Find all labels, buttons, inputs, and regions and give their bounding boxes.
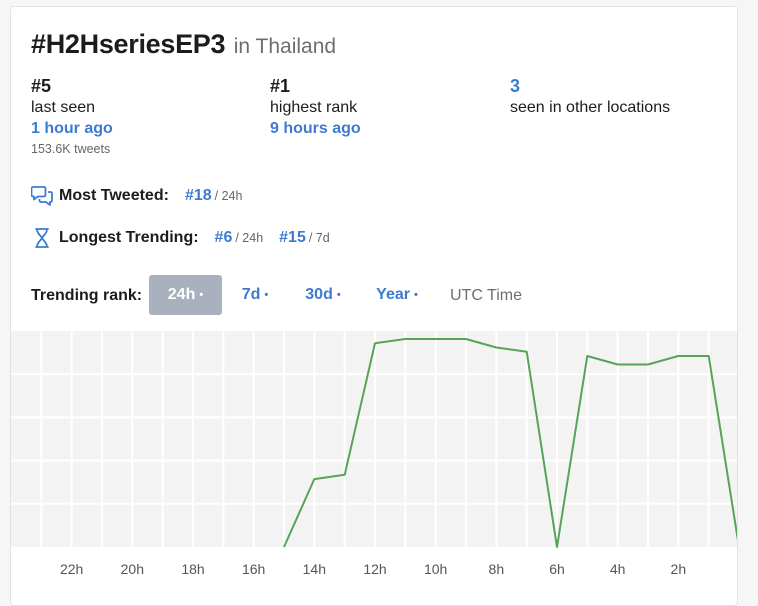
x-tick-label: 18h	[181, 561, 204, 577]
longest-trending-label: Longest Trending:	[59, 229, 199, 246]
page-title: #H2HseriesEP3 in Thailand	[31, 29, 336, 60]
tweet-count: 153.6K tweets	[31, 142, 111, 156]
longest-trending-24h-rank-link[interactable]: #6	[214, 229, 233, 246]
tab-year[interactable]: Year •	[364, 275, 430, 315]
longest-trending-row: Longest Trending: #6 / 24h #15 / 7d	[31, 227, 346, 249]
tab-30d-dot: •	[336, 289, 341, 301]
x-tick-label: 6h	[549, 561, 565, 577]
tab-24h-dot: •	[199, 289, 204, 301]
hourglass-icon	[35, 228, 49, 248]
stat-other-locations[interactable]: 3 seen in other locations	[510, 77, 670, 121]
tab-7d-label: 7d	[241, 286, 261, 303]
x-tick-label: 2h	[671, 561, 687, 577]
chat-bubbles-icon	[31, 186, 53, 206]
highest-rank-ago-link[interactable]: 9 hours ago	[270, 120, 361, 137]
last-seen-label: last seen	[31, 99, 96, 116]
highest-rank-value: #1	[270, 76, 291, 96]
most-tweeted-label: Most Tweeted:	[59, 187, 169, 204]
hashtag-title: #H2HseriesEP3	[31, 29, 226, 59]
x-tick-label: 16h	[242, 561, 265, 577]
most-tweeted-row: Most Tweeted: #18 / 24h	[31, 185, 258, 207]
highest-rank-label: highest rank	[270, 99, 358, 116]
tab-7d-dot: •	[264, 289, 269, 301]
other-locations-count[interactable]: 3	[510, 76, 521, 96]
most-tweeted-rank-link[interactable]: #18	[184, 187, 212, 204]
x-tick-label: 10h	[424, 561, 447, 577]
tab-24h[interactable]: 24h •	[149, 275, 222, 315]
trending-rank-chart: 22h 20h 18h 16h 14h 12h 10h 8h 6h 4h 2h	[11, 331, 738, 577]
tab-year-dot: •	[413, 289, 418, 301]
last-seen-rank: #5	[31, 76, 52, 96]
other-locations-label: seen in other locations	[510, 99, 671, 116]
trending-rank-label: Trending rank:	[31, 287, 143, 304]
most-tweeted-period: / 24h	[214, 189, 243, 203]
longest-trending-7d-rank-link[interactable]: #15	[279, 229, 306, 246]
longest-trending-24h-period: / 24h	[235, 231, 264, 245]
tab-30d-label: 30d	[305, 286, 333, 303]
x-tick-label: 14h	[303, 561, 326, 577]
x-tick-label: 22h	[60, 561, 83, 577]
x-tick-label: 20h	[121, 561, 144, 577]
stat-highest-rank: #1 highest rank 9 hours ago	[270, 77, 361, 143]
trend-card: #H2HseriesEP3 in Thailand #5 last seen 1…	[10, 6, 738, 606]
x-tick-label: 8h	[489, 561, 505, 577]
longest-trending-7d-period: / 7d	[308, 231, 330, 245]
x-tick-label: 12h	[363, 561, 386, 577]
stat-last-seen: #5 last seen 1 hour ago 153.6K tweets	[31, 77, 113, 156]
timezone-label: UTC Time	[450, 287, 522, 304]
last-seen-ago-link[interactable]: 1 hour ago	[31, 120, 113, 137]
tab-30d[interactable]: 30d •	[292, 275, 354, 315]
tab-7d[interactable]: 7d •	[229, 275, 281, 315]
tab-24h-label: 24h	[167, 286, 196, 303]
x-tick-label: 4h	[610, 561, 626, 577]
tab-year-label: Year	[376, 286, 410, 303]
series-line[interactable]	[283, 338, 738, 548]
location-text: in Thailand	[233, 35, 337, 58]
